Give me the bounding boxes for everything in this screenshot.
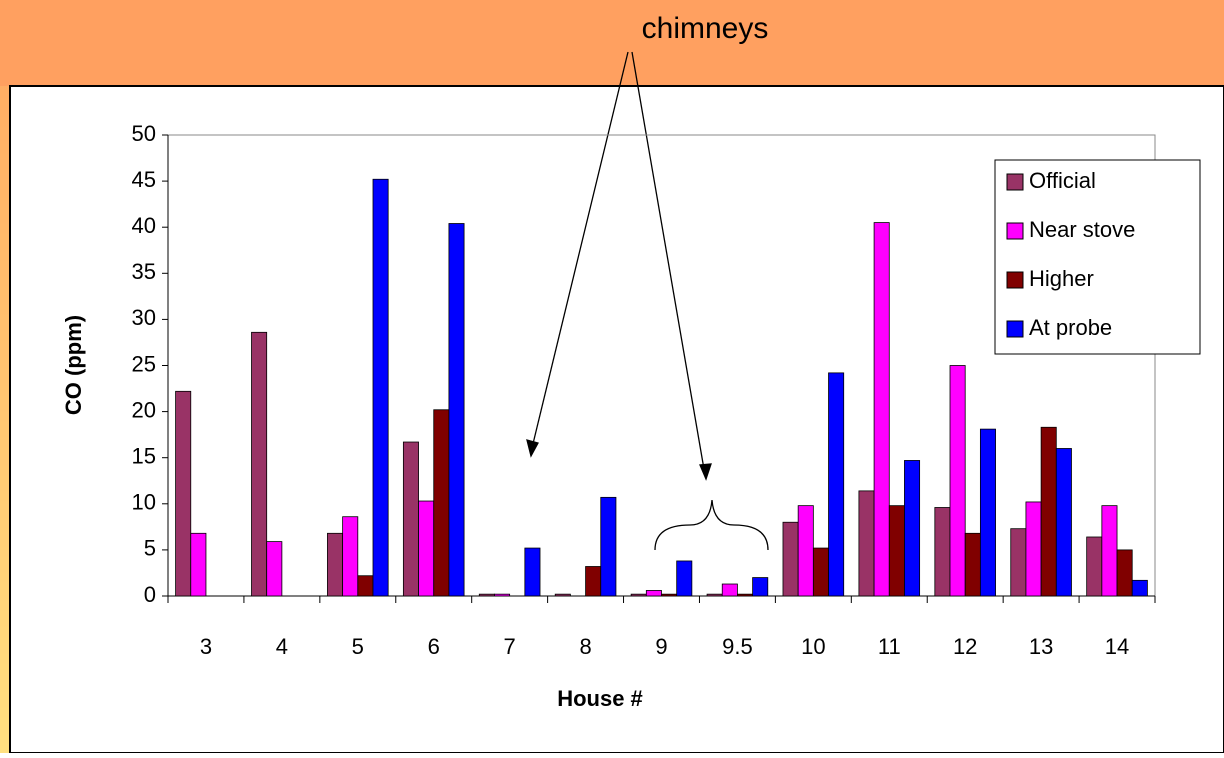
bar: [737, 593, 754, 597]
y-tick-label: 15: [132, 444, 156, 469]
y-tick-label: 10: [132, 490, 156, 515]
bar: [402, 441, 419, 597]
y-tick-label: 45: [132, 167, 156, 192]
x-tick-label: 13: [1029, 634, 1053, 659]
bar: [934, 507, 951, 597]
bar: [1025, 501, 1042, 597]
legend-swatch: [1006, 222, 1024, 240]
bar: [1086, 536, 1103, 597]
bar: [478, 593, 495, 597]
header-band: [0, 0, 1224, 86]
bar: [782, 521, 799, 597]
bar: [372, 178, 389, 597]
bar: [524, 547, 541, 597]
bar: [175, 390, 192, 597]
bar: [1116, 549, 1133, 597]
bar: [661, 593, 678, 597]
y-tick-label: 0: [144, 582, 156, 607]
bar: [1055, 448, 1072, 597]
legend-label: Near stove: [1029, 217, 1135, 242]
bar: [630, 593, 647, 597]
bar: [888, 505, 905, 597]
bar: [1101, 505, 1118, 597]
y-tick-label: 50: [132, 121, 156, 146]
x-tick-label: 8: [579, 634, 591, 659]
legend-box: [994, 159, 1201, 355]
y-tick-label: 40: [132, 213, 156, 238]
bar: [600, 496, 617, 597]
bar: [433, 409, 450, 597]
bar: [418, 500, 435, 597]
bar: [645, 590, 662, 597]
legend-label: Higher: [1029, 266, 1094, 291]
bar: [721, 583, 738, 597]
y-axis-label: CO (ppm): [61, 315, 86, 415]
bar: [1040, 426, 1057, 597]
bar: [327, 532, 344, 597]
y-tick-label: 5: [144, 536, 156, 561]
legend-label: Official: [1029, 168, 1096, 193]
bar: [812, 547, 829, 597]
bar: [873, 222, 890, 597]
legend-swatch: [1006, 320, 1024, 338]
bar: [676, 560, 693, 597]
bar: [1131, 579, 1148, 597]
x-tick-label: 9.5: [722, 634, 753, 659]
bar: [190, 532, 207, 597]
bar: [342, 516, 359, 597]
bar: [585, 566, 602, 597]
x-tick-label: 12: [953, 634, 977, 659]
bar: [554, 593, 571, 597]
bar: [964, 532, 981, 597]
y-tick-label: 35: [132, 259, 156, 284]
bar: [494, 593, 511, 597]
bar: [448, 223, 465, 597]
bar: [797, 505, 814, 597]
y-tick-label: 20: [132, 397, 156, 422]
y-tick-label: 25: [132, 351, 156, 376]
bar: [979, 428, 996, 597]
x-tick-label: 9: [655, 634, 667, 659]
annotation: chimneys: [642, 12, 769, 45]
bar: [904, 460, 921, 597]
x-tick-label: 5: [352, 634, 364, 659]
x-tick-label: 4: [276, 634, 288, 659]
x-tick-label: 14: [1105, 634, 1129, 659]
bar: [266, 541, 283, 597]
annotation-arrows: [526, 51, 769, 551]
bar: [828, 372, 845, 597]
x-tick-label: 10: [801, 634, 825, 659]
legend-label: At probe: [1029, 315, 1112, 340]
y-tick-label: 30: [132, 305, 156, 330]
bar: [1010, 528, 1027, 597]
bar: [706, 593, 723, 597]
x-tick-label: 7: [504, 634, 516, 659]
x-tick-label: 3: [200, 634, 212, 659]
bar: [251, 331, 268, 597]
x-axis-label: House #: [557, 686, 643, 711]
bar: [949, 365, 966, 597]
bar: [752, 577, 769, 597]
bar: [357, 575, 374, 597]
x-tick-label: 6: [428, 634, 440, 659]
bar: [858, 490, 875, 597]
legend-swatch: [1006, 173, 1024, 191]
x-tick-label: 11: [878, 634, 901, 659]
legend-swatch: [1006, 271, 1024, 289]
